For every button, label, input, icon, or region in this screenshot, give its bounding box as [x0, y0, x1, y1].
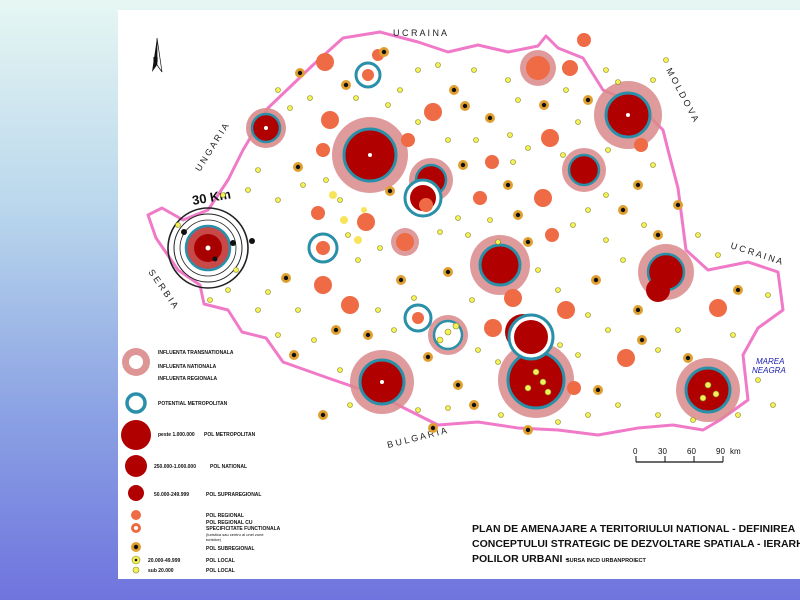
label-moldova: M O L D O V A: [664, 66, 701, 123]
legend-supra-range: 50.000-249.999: [154, 492, 189, 498]
scale-tick-60: 60: [687, 447, 696, 456]
legend-regional-specific-1: POL REGIONAL CU: [206, 520, 253, 526]
map-canvas: N U C R A I N A M O L D O V A U C R A I …: [121, 28, 800, 574]
radius-label: 30 Km: [191, 186, 232, 208]
legend-regional-specific-2: SPECIFICITATE FUNCTIONALA: [206, 526, 281, 532]
legend-national-label: POL NATIONAL: [210, 464, 247, 470]
legend-regional-swatch: [131, 510, 141, 520]
title-line-2: CONCEPTULUI STRATEGIC DE DEZVOLTARE SPAT…: [472, 538, 800, 550]
legend-regional-influence: INFLUENTA REGIONALA: [158, 376, 218, 382]
map-panel: N U C R A I N A M O L D O V A U C R A I …: [118, 10, 800, 579]
legend-metro-label: POL METROPOLITAN: [204, 432, 256, 438]
legend-transnational: INFLUENTA TRANSNATIONALA: [158, 350, 234, 356]
scale-tick-0: 0: [633, 447, 638, 456]
legend-regional-specific-4: turistice): [206, 537, 222, 542]
north-arrow-icon: N: [152, 37, 163, 73]
legend-local1-range: 20.000-49.999: [148, 558, 180, 564]
legend-national: INFLUENTA NATIONALA: [158, 364, 217, 370]
label-serbia: S E R B I A: [146, 267, 180, 310]
legend-local2-swatch: [132, 566, 140, 574]
title-line-1: PLAN DE AMENAJARE A TERITORIULUI NATIONA…: [472, 523, 796, 535]
legend-supra-swatch: [128, 485, 144, 501]
legend-national-range: 250.000-1.000.000: [154, 464, 196, 470]
subregional-poles: [281, 47, 743, 435]
legend-local1-label: POL LOCAL: [206, 558, 235, 564]
label-bulgaria: B U L G A R I A: [386, 425, 448, 450]
legend-subregional-label: POL SUBREGIONAL: [206, 546, 255, 552]
map-title: PLAN DE AMENAJARE A TERITORIULUI NATIONA…: [472, 523, 800, 565]
legend-supra-label: POL SUPRAREGIONAL: [206, 492, 261, 498]
scale-tick-30: 30: [658, 447, 667, 456]
label-ukraine-north: U C R A I N A: [393, 28, 447, 38]
scale-tick-90: 90: [716, 447, 725, 456]
legend-metro-swatch: [121, 420, 151, 450]
romania-border: [146, 30, 785, 437]
legend-potential-metro: POTENTIAL METROPOLITAN: [158, 401, 228, 407]
title-source: SURSA INCD URBANPROIECT: [566, 558, 646, 564]
scale-unit: km: [730, 447, 741, 456]
regional-poles: [311, 33, 727, 395]
legend-regional-label: POL REGIONAL: [206, 513, 244, 519]
metro-poles: [246, 50, 740, 422]
legend-national-swatch: [125, 455, 147, 477]
title-line-3: POLILOR URBANI -: [472, 553, 569, 565]
local-poles: [175, 57, 776, 425]
legend: INFLUENTA TRANSNATIONALA INFLUENTA NATIO…: [121, 348, 281, 574]
legend-local2-label: POL LOCAL: [206, 568, 235, 574]
label-hungary: U N G A R I A: [193, 122, 230, 174]
sea-label-2: NEAGRA: [752, 366, 786, 375]
legend-metro-potential-swatch: [125, 392, 147, 414]
svg-text:N: N: [153, 57, 158, 64]
scale-bar: 0 30 60 90 km: [633, 447, 741, 463]
legend-local2-range: sub 20.000: [148, 568, 174, 574]
radius-rings: [167, 207, 255, 289]
legend-metro-range: peste 1.000.000: [158, 432, 195, 438]
sea-label-1: MAREA: [756, 357, 784, 366]
legend-regional-specific-3: (turistica sau centru al unei zone: [206, 532, 264, 537]
